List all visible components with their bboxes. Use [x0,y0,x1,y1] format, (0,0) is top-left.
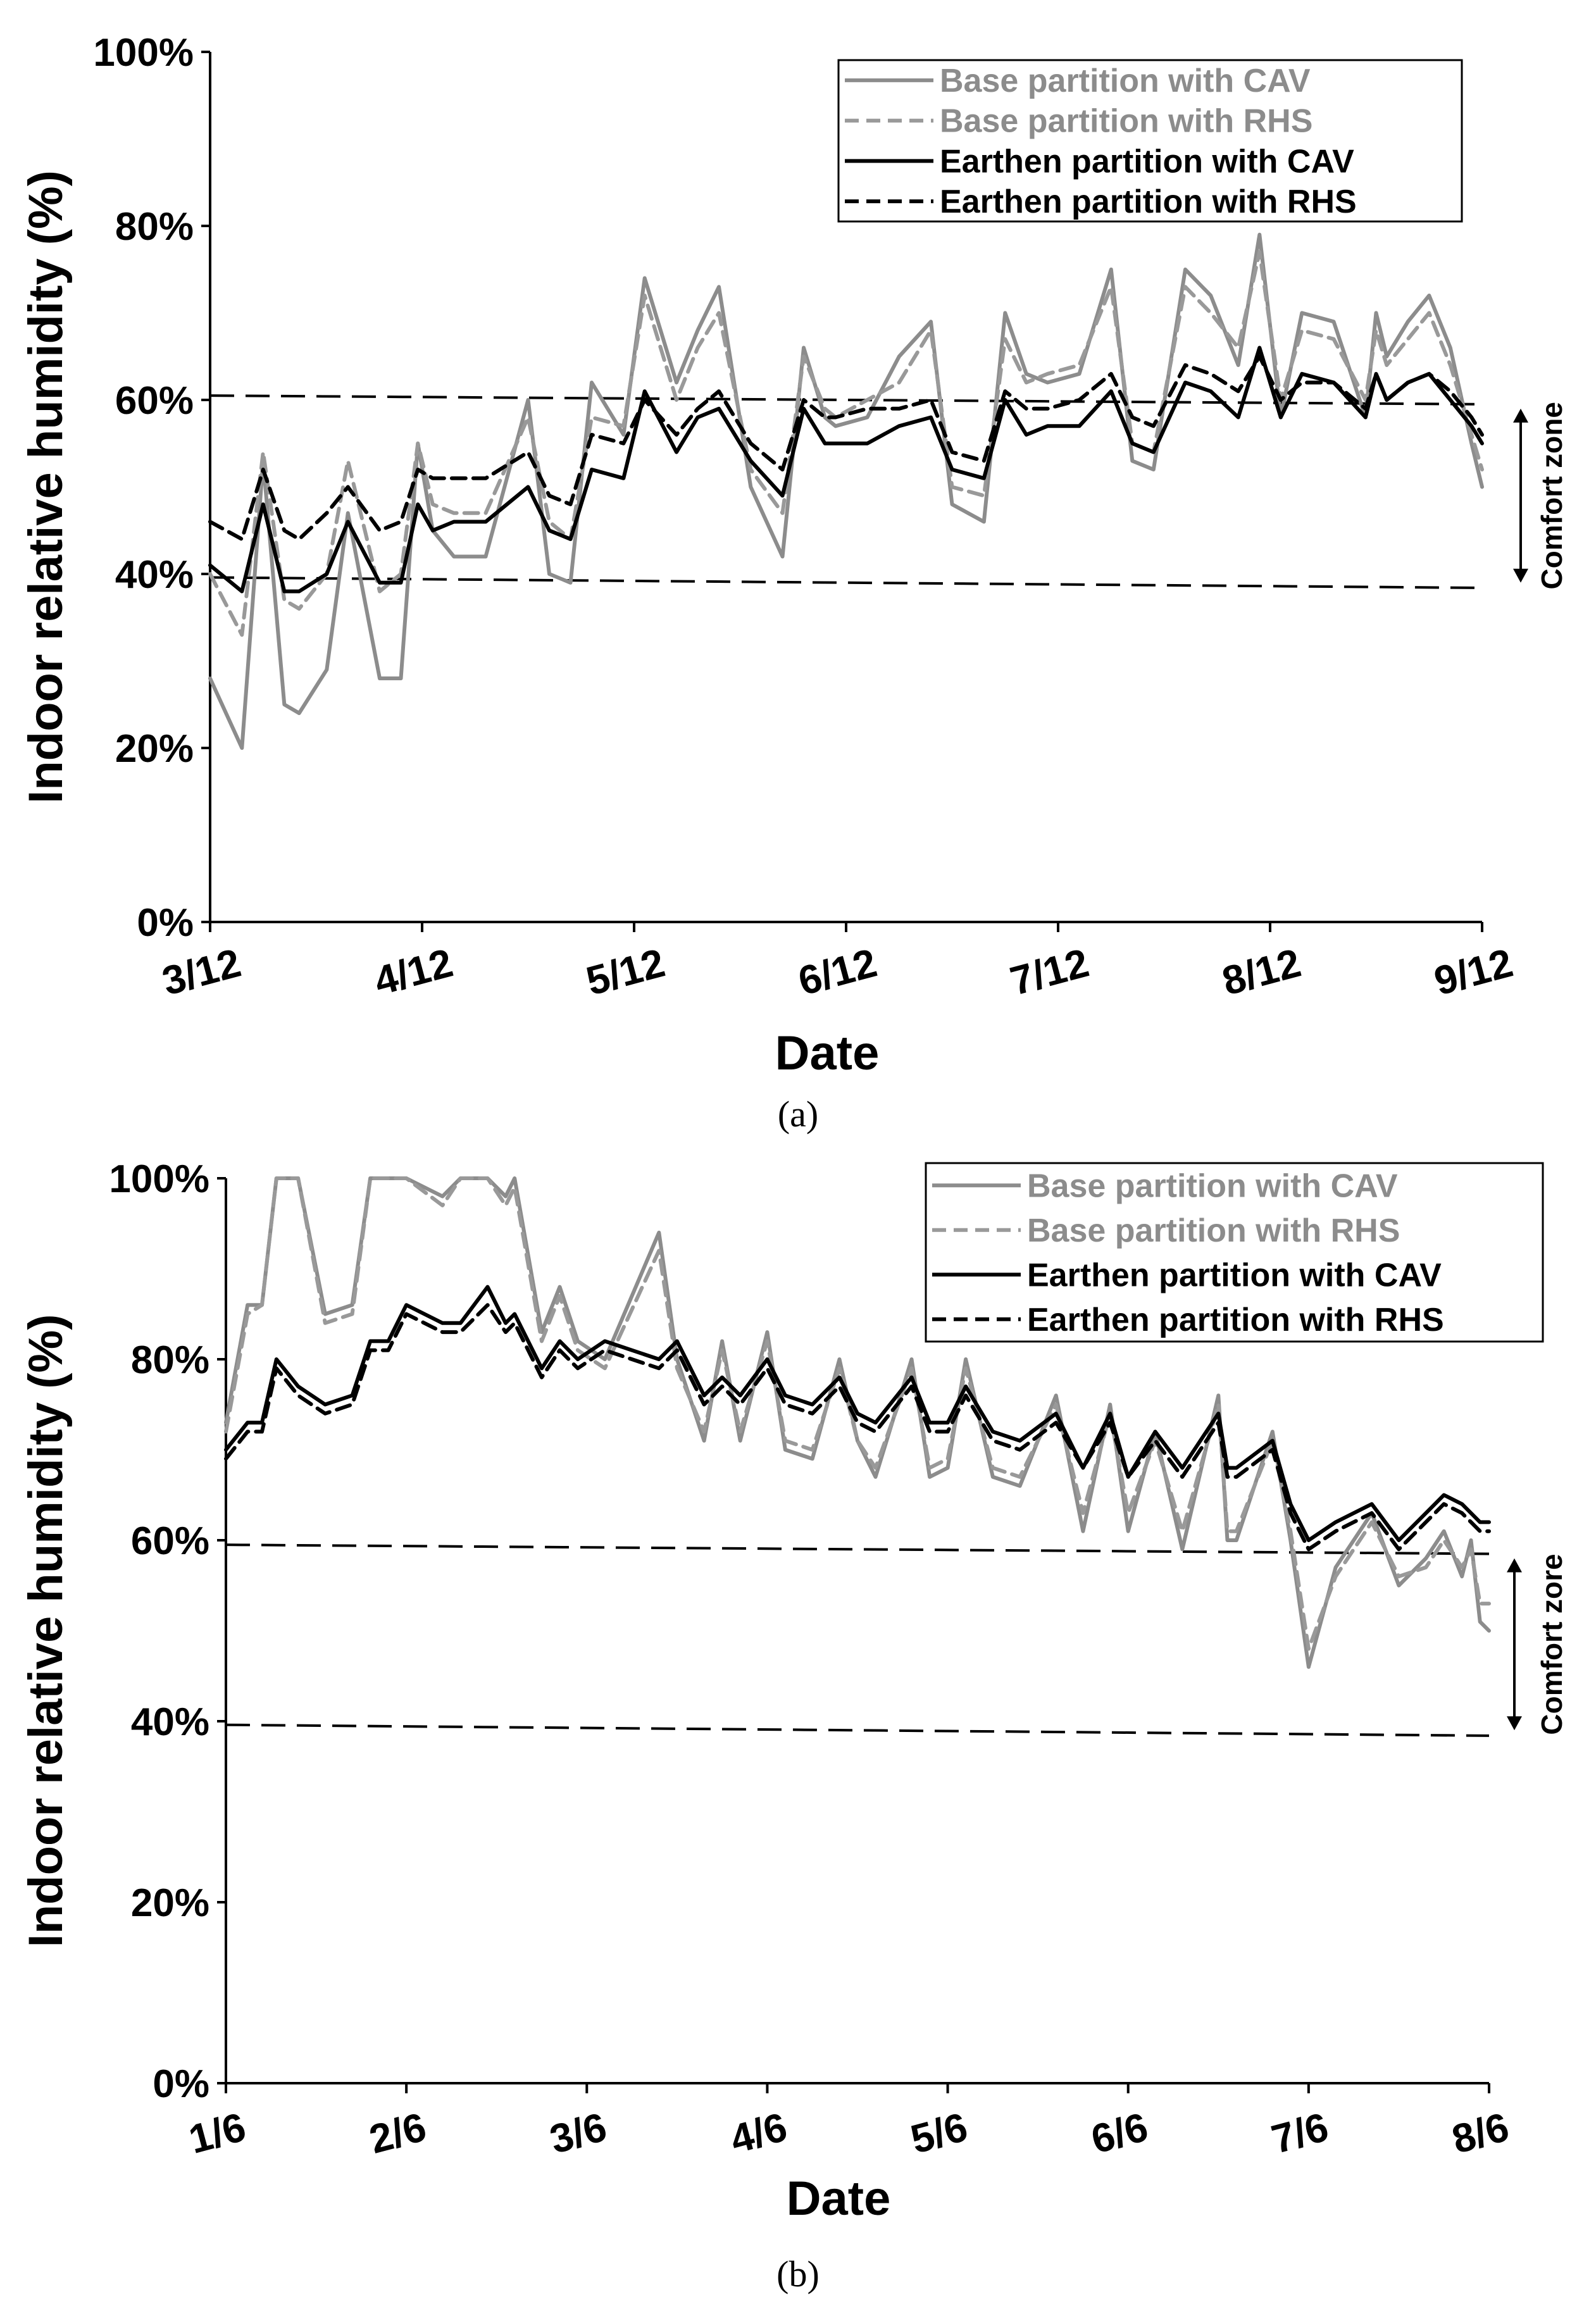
series-line-2 [208,250,1484,637]
comfort-lower-line [225,1723,1490,1737]
x-tick-label: 8/6 [1447,2103,1514,2162]
legend-label: Earthen partition with RHS [1027,1302,1444,1338]
legend-label: Earthen partition with RHS [940,184,1357,220]
legend-box [925,1162,1544,1343]
y-tick-label: 100% [109,1157,209,1201]
x-tick-label: 5/12 [582,940,670,1004]
y-tick-label: 20% [131,1881,209,1925]
x-tick-label: 7/12 [1006,940,1094,1004]
legend-label: Base partition with CAV [940,63,1311,99]
legend-label: Base partition with RHS [1027,1212,1400,1249]
x-tick-label: 6/6 [1087,2103,1153,2162]
x-tick-label: 7/6 [1267,2103,1333,2162]
comfort-arrow-head-down [1507,1716,1522,1731]
x-tick-label: 6/12 [794,940,882,1004]
comfort-zone-label: Comfort zone [1535,402,1568,589]
x-tick-label: 5/6 [906,2103,973,2162]
y-tick-label: 40% [131,1700,209,1744]
x-tick-label: 4/6 [725,2103,792,2162]
y-axis-title: Indoor relative humidity (%) [19,170,73,804]
x-tick-label: 2/6 [365,2103,431,2162]
y-tick-label: 60% [131,1519,209,1563]
comfort-zone-label: Comfort zore [1535,1554,1568,1735]
legend-label: Earthen partition with CAV [1027,1257,1442,1293]
comfort-arrow-head-up [1513,408,1528,423]
series-line-4 [208,354,1484,541]
chart-panel-1: 0% 20% 40% 60% 80% 100% 3/12 4/12 5/12 6/12 7/12 8/… [19,31,1568,1135]
y-tick-label: 40% [115,553,194,597]
x-axis-title: Date [787,2172,891,2226]
x-tick-label: 4/12 [370,940,458,1004]
y-tick-label: 0% [137,901,194,945]
y-tick-label: 80% [131,1338,209,1382]
x-tick-label: 8/12 [1218,940,1306,1004]
y-tick-label: 60% [115,379,194,423]
legend-label: Earthen partition with CAV [940,143,1354,180]
x-axis-title: Date [775,1026,880,1080]
x-tick-label: 3/6 [545,2103,611,2162]
x-tick-label: 9/12 [1430,940,1518,1004]
y-tick-label: 100% [93,31,194,75]
y-axis-title: Indoor relative humidity (%) [19,1314,73,1948]
x-tick-label: 1/6 [184,2103,251,2162]
legend-box [837,59,1463,223]
series-line-3 [224,1285,1491,1542]
y-tick-label: 20% [115,727,194,771]
panel-label: (a) [778,1093,818,1135]
y-tick-label: 0% [153,2062,209,2106]
chart-panel-2: 0% 20% 40% 60% 80% 100% 1/6 2/6 3/6 4/6 5/6 6/6 7/6 8… [19,1157,1568,2295]
series-line-1 [208,232,1484,750]
y-tick-label: 80% [115,205,194,249]
legend-label: Base partition with RHS [940,103,1312,140]
series-line-1 [224,1176,1491,1669]
legend-label: Base partition with CAV [1027,1168,1398,1204]
comfort-upper-line [225,1543,1490,1555]
series-line-2 [224,1176,1491,1651]
series-line-4 [224,1303,1491,1552]
panel-label: (b) [776,2253,820,2295]
series-line-3 [208,346,1484,594]
comfort-arrow-head-down [1513,568,1528,583]
comfort-arrow-head-up [1507,1558,1522,1573]
x-tick-label: 3/12 [158,940,246,1004]
